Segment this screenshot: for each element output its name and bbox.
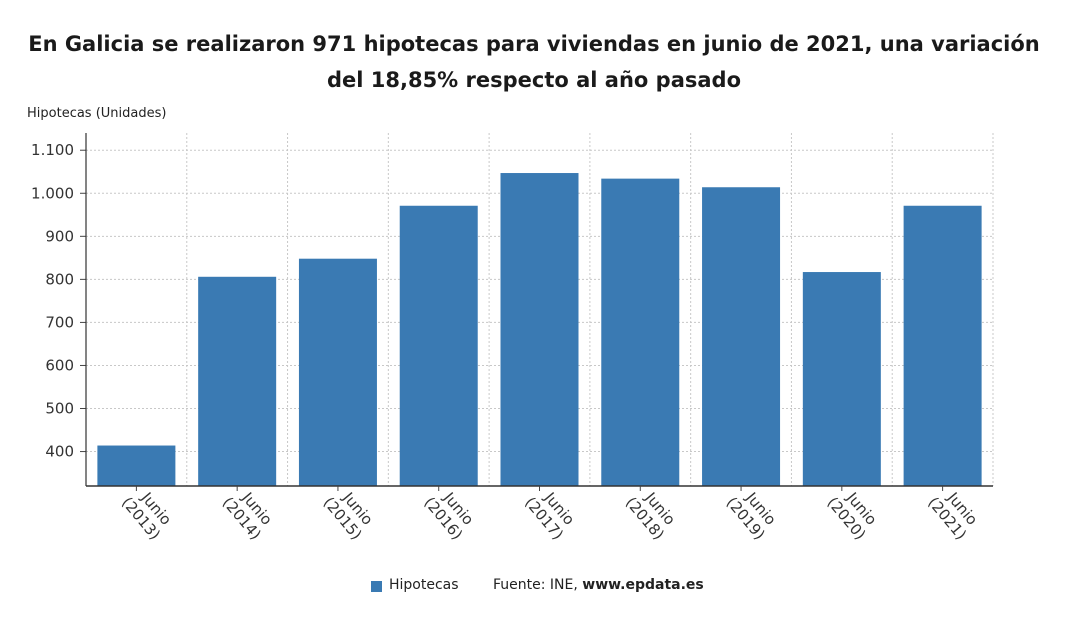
x-tick-label: Junio(2019) (723, 488, 780, 543)
bar (702, 187, 781, 487)
y-tick-label: 800 (45, 270, 74, 288)
x-tick-label: Junio(2016) (420, 488, 477, 543)
y-tick-label: 1.100 (31, 141, 74, 159)
x-tick-label: Junio(2020) (824, 488, 881, 543)
chart-title-line1: En Galicia se realizaron 971 hipotecas p… (28, 32, 1040, 56)
chart-title: En Galicia se realizaron 971 hipotecas p… (0, 26, 1068, 98)
y-tick-label: 600 (45, 356, 74, 374)
x-tick-label: Junio(2017) (521, 488, 578, 543)
x-tick-label: Junio(2014) (219, 488, 276, 543)
bar (903, 205, 982, 486)
chart-title-line2: del 18,85% respecto al año pasado (326, 68, 742, 92)
y-tick-label: 700 (45, 313, 74, 331)
bar (399, 205, 478, 486)
bar (298, 258, 377, 486)
source-prefix: Fuente: INE, (493, 577, 583, 593)
x-tick-label: Junio(2013) (118, 488, 175, 543)
y-tick-label: 400 (45, 443, 74, 461)
bar (601, 178, 680, 486)
x-tick-label: Junio(2021) (924, 488, 981, 543)
y-tick-label: 1.000 (31, 184, 74, 202)
y-axis-title: Hipotecas (Unidades) (27, 106, 167, 121)
bar (97, 445, 176, 486)
source-text: Fuente: INE, www.epdata.es (493, 577, 704, 593)
legend-label: Hipotecas (389, 577, 459, 593)
y-tick-label: 900 (45, 227, 74, 245)
y-tick-label: 500 (45, 400, 74, 418)
bar (802, 272, 881, 486)
x-tick-label: Junio(2018) (622, 488, 679, 543)
source-site: www.epdata.es (582, 577, 704, 593)
bar (500, 173, 579, 486)
x-tick-label: Junio(2015) (320, 488, 377, 543)
legend: Hipotecas Fuente: INE, www.epdata.es (0, 577, 1068, 597)
bar (198, 276, 277, 486)
legend-swatch (371, 581, 382, 592)
